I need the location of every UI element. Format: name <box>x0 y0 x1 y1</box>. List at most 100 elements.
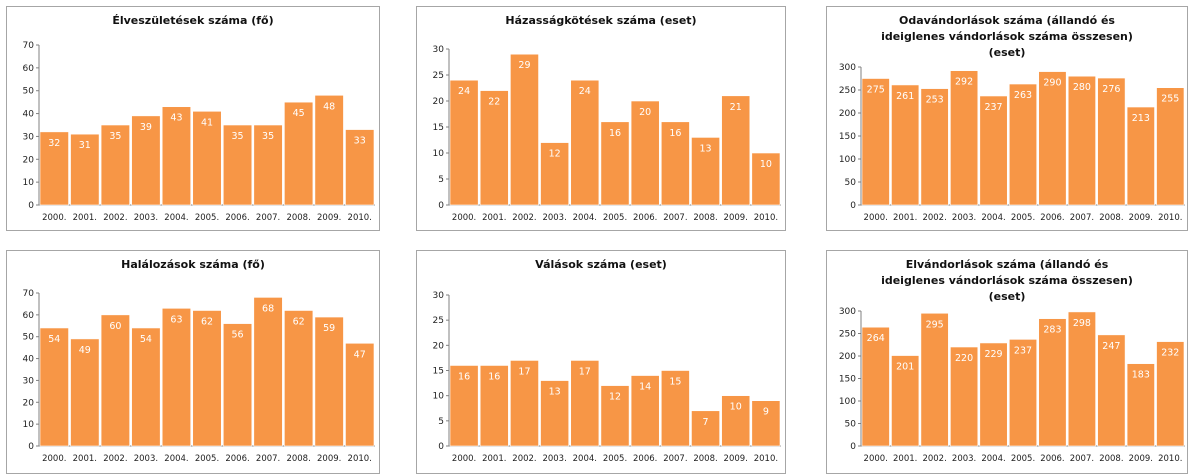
marriages-chart: 0 5 10 15 20 25 30 24 2000. 22 2001. 29 2002. 12 2003.… <box>433 45 781 223</box>
data-label: 220 <box>955 353 973 364</box>
x-tick-label: 2008. <box>693 454 717 464</box>
x-tick-label: 2006. <box>633 454 657 464</box>
x-tick-label: 2006. <box>1040 213 1064 223</box>
y-tick-label: 50 <box>23 333 35 343</box>
data-label: 13 <box>549 387 561 398</box>
bar <box>979 342 1008 447</box>
bar <box>861 326 890 447</box>
data-label: 264 <box>867 333 885 344</box>
x-tick-label: 2009. <box>724 213 748 223</box>
y-tick-label: 60 <box>23 311 35 321</box>
x-tick-label: 2007. <box>256 213 280 223</box>
data-label: 247 <box>1102 341 1120 352</box>
data-label: 237 <box>1014 345 1032 356</box>
bar <box>1067 311 1096 447</box>
bar <box>449 365 479 447</box>
x-tick-label: 2003. <box>134 454 158 464</box>
y-tick-label: 0 <box>28 442 34 452</box>
data-label: 213 <box>1132 113 1150 124</box>
y-tick-label: 0 <box>438 201 444 211</box>
data-label: 21 <box>730 102 742 113</box>
y-tick-label: 100 <box>839 155 856 165</box>
x-tick-label: 2005. <box>603 213 627 223</box>
data-label: 17 <box>518 366 530 377</box>
data-label: 7 <box>703 417 709 428</box>
bar <box>479 365 509 447</box>
data-label: 283 <box>1043 325 1061 336</box>
bar <box>751 152 781 206</box>
chart-title: Elvándorlások száma (állandó és ideiglen… <box>881 258 1133 303</box>
x-tick-label: 2003. <box>134 213 158 223</box>
y-tick-label: 5 <box>438 175 444 185</box>
data-label: 16 <box>609 128 621 139</box>
bar <box>630 375 660 447</box>
data-label: 47 <box>354 349 366 360</box>
y-tick-label: 40 <box>23 110 35 120</box>
data-label: 62 <box>201 316 213 327</box>
x-tick-label: 2006. <box>225 454 249 464</box>
x-tick-label: 2004. <box>981 454 1005 464</box>
x-tick-label: 2010. <box>348 454 372 464</box>
x-tick-label: 2004. <box>573 454 597 464</box>
x-tick-label: 2000. <box>452 213 476 223</box>
data-label: 33 <box>354 136 366 147</box>
data-label: 41 <box>201 117 213 128</box>
data-label: 295 <box>926 319 944 330</box>
bar <box>891 84 920 206</box>
y-tick-label: 150 <box>839 132 856 142</box>
bar <box>630 100 660 206</box>
bar <box>1038 318 1067 447</box>
data-label: 16 <box>458 371 470 382</box>
y-tick-label: 250 <box>839 330 856 340</box>
x-tick-label: 2010. <box>754 213 778 223</box>
bar <box>161 307 192 447</box>
bar <box>660 370 690 447</box>
bar <box>253 124 283 206</box>
bar <box>1008 339 1038 447</box>
y-tick-label: 0 <box>850 201 856 211</box>
bar <box>891 355 920 447</box>
y-tick-label: 20 <box>23 398 35 408</box>
x-tick-label: 2002. <box>922 454 946 464</box>
chart-panel-outmigration: Elvándorlások száma (állandó és ideiglen… <box>826 250 1188 474</box>
chart-title: Válások száma (eset) <box>535 258 667 271</box>
x-tick-label: 2000. <box>864 213 888 223</box>
data-label: 12 <box>609 392 621 403</box>
data-label: 63 <box>170 314 182 325</box>
data-label: 290 <box>1043 78 1061 89</box>
bar <box>100 124 130 206</box>
bar <box>39 131 69 206</box>
y-tick-label: 40 <box>23 355 35 365</box>
data-label: 280 <box>1073 82 1091 93</box>
bar <box>1008 83 1038 206</box>
x-tick-label: 2001. <box>73 213 97 223</box>
data-label: 253 <box>926 95 944 106</box>
x-tick-label: 2010. <box>1158 213 1182 223</box>
data-label: 275 <box>867 85 885 96</box>
x-tick-label: 2007. <box>663 213 687 223</box>
data-label: 48 <box>323 101 335 112</box>
data-label: 9 <box>763 407 769 418</box>
data-label: 16 <box>669 128 681 139</box>
y-tick-label: 30 <box>433 45 445 55</box>
bar <box>920 312 949 447</box>
data-label: 62 <box>293 316 305 327</box>
x-tick-label: 2002. <box>512 213 536 223</box>
bar <box>131 115 161 206</box>
bar <box>314 316 344 447</box>
bar <box>950 346 979 447</box>
data-label: 298 <box>1073 318 1091 329</box>
y-tick-label: 20 <box>433 97 445 107</box>
x-tick-label: 2003. <box>952 213 976 223</box>
bar <box>222 124 253 206</box>
bar <box>540 142 570 206</box>
bar <box>449 79 479 206</box>
data-label: 54 <box>48 334 60 345</box>
x-tick-label: 2009. <box>317 454 341 464</box>
data-label: 201 <box>896 362 914 373</box>
bar <box>253 297 283 447</box>
y-tick-label: 300 <box>839 307 856 317</box>
x-tick-label: 2003. <box>542 454 566 464</box>
x-tick-label: 2001. <box>893 213 917 223</box>
y-tick-label: 50 <box>845 178 857 188</box>
